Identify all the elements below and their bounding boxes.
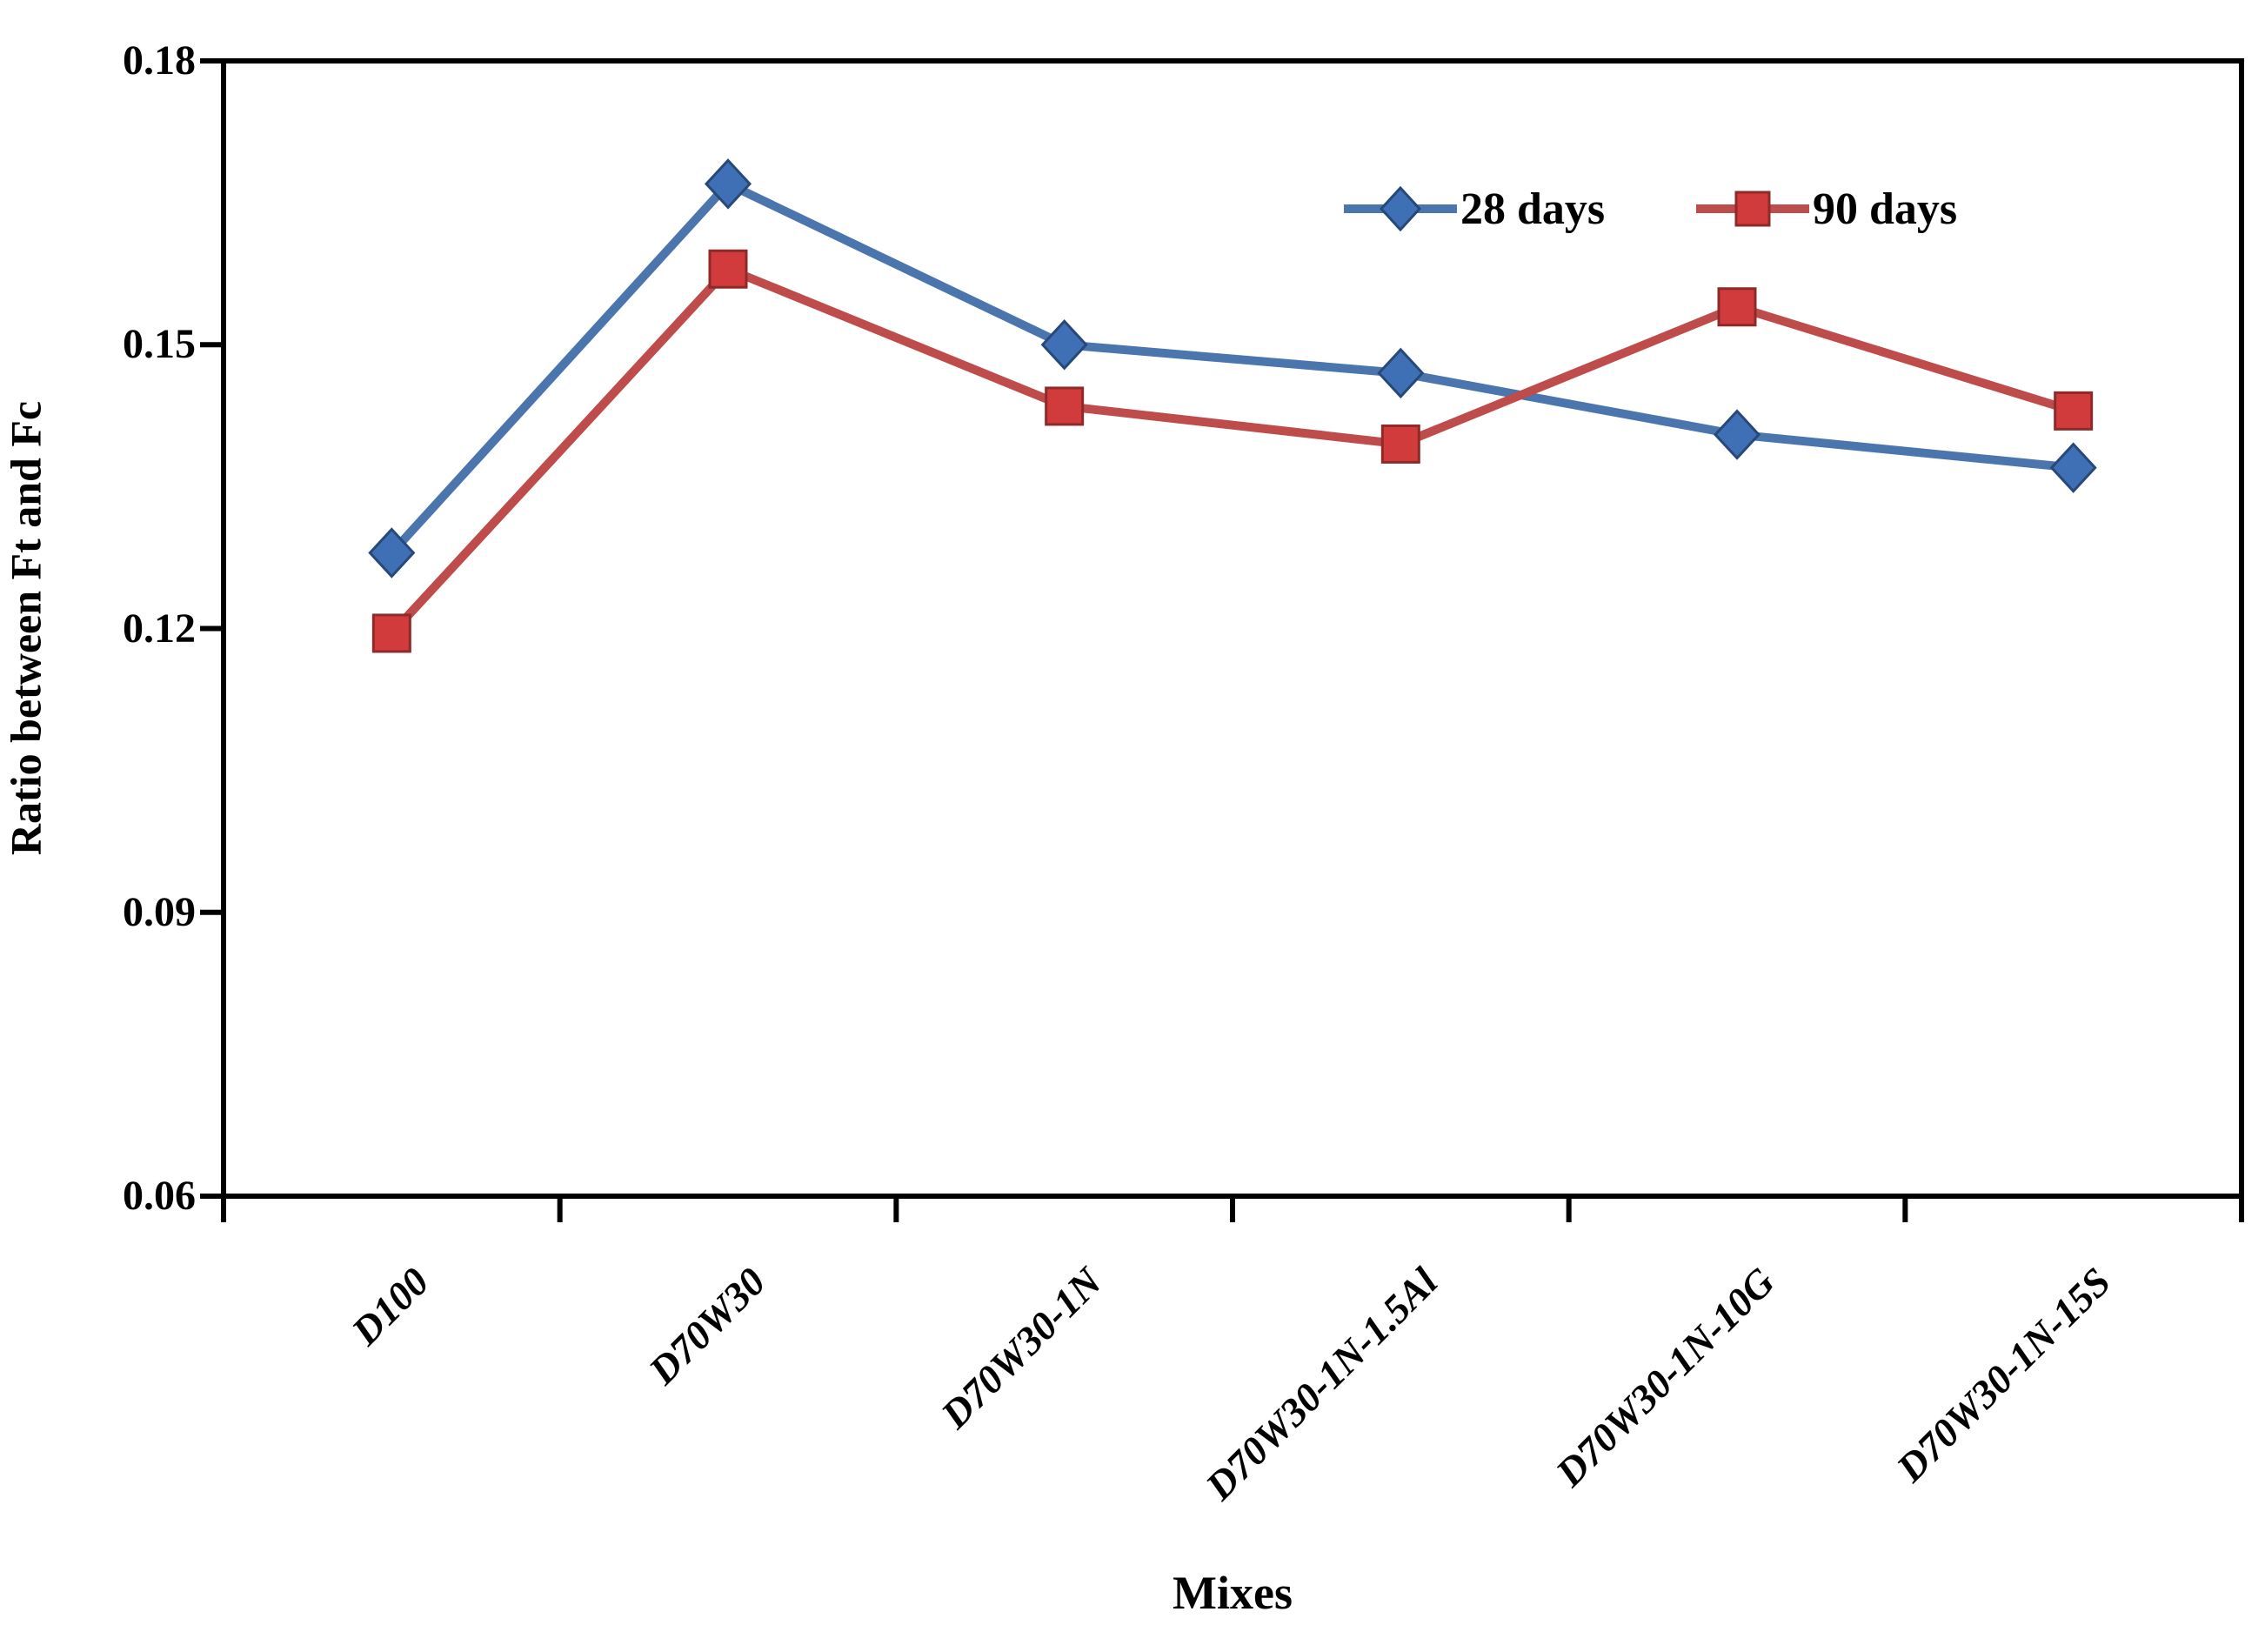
data-point-marker-90-days	[1717, 287, 1757, 327]
legend-label: 90 days	[1813, 184, 1958, 234]
data-point-marker-28-days	[704, 158, 752, 210]
y-axis-tick-label: 0.06	[123, 1173, 196, 1219]
y-axis-tick-label: 0.15	[123, 321, 196, 368]
x-axis-title: Mixes	[1173, 1567, 1293, 1619]
data-point-marker-28-days	[368, 527, 416, 579]
data-point-marker-90-days	[371, 613, 411, 653]
series-line-28-days	[388, 179, 2075, 556]
legend-marker-diamond-icon	[1344, 185, 1457, 232]
legend-label: 28 days	[1460, 184, 1606, 234]
legend-marker-square-icon	[1696, 191, 1809, 227]
data-point-marker-90-days	[1380, 424, 1420, 464]
data-point-marker-90-days	[1045, 386, 1085, 426]
data-point-marker-90-days	[2054, 391, 2094, 431]
data-point-marker-28-days	[1377, 347, 1425, 399]
data-point-marker-28-days	[1713, 409, 1761, 460]
y-axis-tick-label: 0.09	[123, 888, 196, 935]
data-point-marker-28-days	[2049, 442, 2097, 493]
legend-item: 28 days	[1344, 178, 1605, 239]
y-axis-tick-label: 0.12	[123, 605, 196, 652]
series-line-90-days	[388, 264, 2075, 637]
y-axis-title: Ratio between Ft and Fc	[1, 400, 50, 856]
data-point-marker-90-days	[708, 249, 748, 289]
data-point-marker-28-days	[1040, 319, 1088, 371]
y-axis-tick-label: 0.18	[123, 37, 196, 84]
legend-item: 90 days	[1696, 178, 1957, 239]
